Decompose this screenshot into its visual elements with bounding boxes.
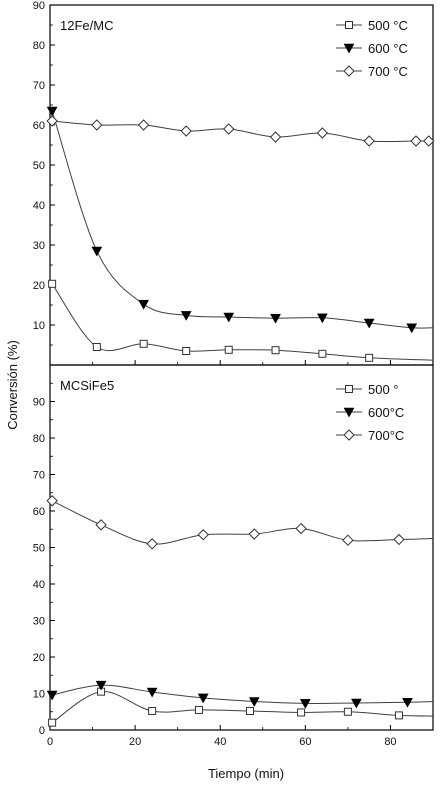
y-tick-label: 10 bbox=[33, 689, 45, 701]
series-1-point bbox=[224, 345, 233, 354]
series-1-point bbox=[394, 711, 403, 720]
y-axis-title: Conversión (%) bbox=[5, 340, 20, 430]
series-2-point bbox=[402, 698, 413, 708]
series-3-point bbox=[410, 135, 422, 147]
series-1-point bbox=[139, 339, 148, 348]
y-tick-label: 90 bbox=[33, 397, 45, 409]
x-tick-label: 20 bbox=[129, 736, 141, 748]
legend-1-label: 500 ° bbox=[368, 382, 399, 397]
series-2-point bbox=[316, 313, 328, 324]
y-tick-label: 60 bbox=[33, 506, 45, 518]
series-3-point bbox=[95, 519, 107, 531]
series-1-point bbox=[318, 349, 327, 358]
series-3-point bbox=[248, 528, 260, 540]
series-3-point bbox=[423, 135, 435, 147]
legend-3-marker bbox=[343, 429, 355, 441]
legend-1-label: 500 °C bbox=[368, 18, 408, 33]
y-tick-label: 0 bbox=[39, 725, 45, 737]
series-2-point bbox=[138, 299, 150, 310]
series-2-point bbox=[299, 699, 311, 709]
legend-1-marker bbox=[345, 21, 353, 29]
series-3-point bbox=[363, 135, 375, 147]
series-3-line bbox=[52, 120, 429, 143]
panel-1-title: 12Fe/MC bbox=[60, 18, 113, 33]
legend-2-label: 600°C bbox=[368, 405, 404, 420]
series-3-point bbox=[180, 125, 192, 137]
series-2-point bbox=[197, 693, 209, 704]
y-tick-label: 20 bbox=[33, 280, 45, 292]
legend-2-marker bbox=[343, 407, 355, 418]
series-1-point bbox=[182, 347, 191, 355]
panel-1: 10 20 30 40 50 60 70 80 90 12Fe/MC 500 °C 600 °C 700… bbox=[33, 0, 435, 366]
legend-2-label: 600 °C bbox=[368, 41, 408, 56]
series-3-point bbox=[137, 119, 150, 131]
y-tick-label: 80 bbox=[33, 433, 45, 445]
series-3-point bbox=[146, 538, 158, 550]
series-3-point bbox=[393, 533, 405, 546]
x-tick-label: 80 bbox=[384, 736, 396, 748]
series-2-point bbox=[406, 323, 418, 334]
series-2-point bbox=[363, 318, 375, 329]
y-tick-label: 90 bbox=[33, 0, 45, 12]
series-2-point bbox=[248, 697, 260, 708]
panel-2: 0 10 20 30 40 50 60 70 80 90 0 20 40 60 80 MCSiFe5 500 °… bbox=[33, 364, 434, 748]
x-tick-label: 40 bbox=[214, 736, 226, 748]
y-tick-label: 60 bbox=[33, 120, 45, 132]
y-tick-label: 30 bbox=[33, 240, 45, 252]
series-2-point bbox=[350, 698, 362, 709]
series-1-point bbox=[148, 707, 157, 716]
series-2-point bbox=[46, 106, 58, 117]
series-3-point bbox=[269, 131, 282, 143]
series-2-point bbox=[46, 690, 58, 701]
series-3-point bbox=[342, 534, 354, 546]
series-1-point bbox=[48, 279, 57, 288]
series-2-point bbox=[146, 687, 158, 698]
y-tick-label: 20 bbox=[33, 652, 45, 664]
legend-3-label: 700°C bbox=[368, 428, 404, 443]
series-1-point bbox=[92, 343, 101, 351]
series-3-point bbox=[316, 127, 329, 139]
series-3-point bbox=[197, 529, 209, 541]
series-3-point bbox=[295, 522, 307, 535]
series-3-point bbox=[46, 115, 58, 127]
series-1-point bbox=[343, 707, 352, 716]
legend-3-label: 700 °C bbox=[368, 64, 408, 79]
x-tick-label: 60 bbox=[299, 736, 311, 748]
series-3-point bbox=[223, 123, 235, 135]
y-tick-label: 40 bbox=[33, 200, 45, 212]
y-tick-label: 70 bbox=[33, 470, 45, 482]
y-tick-label: 80 bbox=[33, 40, 45, 52]
series-2-point bbox=[91, 246, 103, 257]
y-tick-label: 50 bbox=[33, 543, 45, 555]
legend-3-marker bbox=[343, 65, 355, 77]
x-axis-title: Tiempo (min) bbox=[208, 766, 284, 781]
y-tick-label: 50 bbox=[33, 160, 45, 172]
x-tick-label: 0 bbox=[47, 736, 53, 748]
series-3-point bbox=[91, 119, 103, 131]
panel-2-title: MCSiFe5 bbox=[60, 378, 114, 393]
series-1-point bbox=[246, 707, 255, 716]
series-1-point bbox=[48, 718, 57, 727]
y-tick-label: 40 bbox=[33, 579, 45, 591]
legend-1-marker bbox=[345, 385, 353, 393]
series-1-point bbox=[194, 705, 203, 714]
y-tick-label: 30 bbox=[33, 616, 45, 628]
series-2-point bbox=[223, 312, 235, 323]
series-2-point bbox=[95, 680, 107, 691]
series-1-point bbox=[271, 346, 280, 355]
series-1-point bbox=[365, 353, 374, 362]
series-2-point bbox=[270, 313, 281, 324]
y-tick-label: 70 bbox=[33, 80, 45, 92]
series-3-point bbox=[46, 495, 58, 507]
series-2-point bbox=[180, 311, 192, 321]
y-tick-label: 10 bbox=[33, 320, 45, 332]
legend-2-marker bbox=[343, 43, 355, 54]
series-1-point bbox=[297, 708, 306, 717]
